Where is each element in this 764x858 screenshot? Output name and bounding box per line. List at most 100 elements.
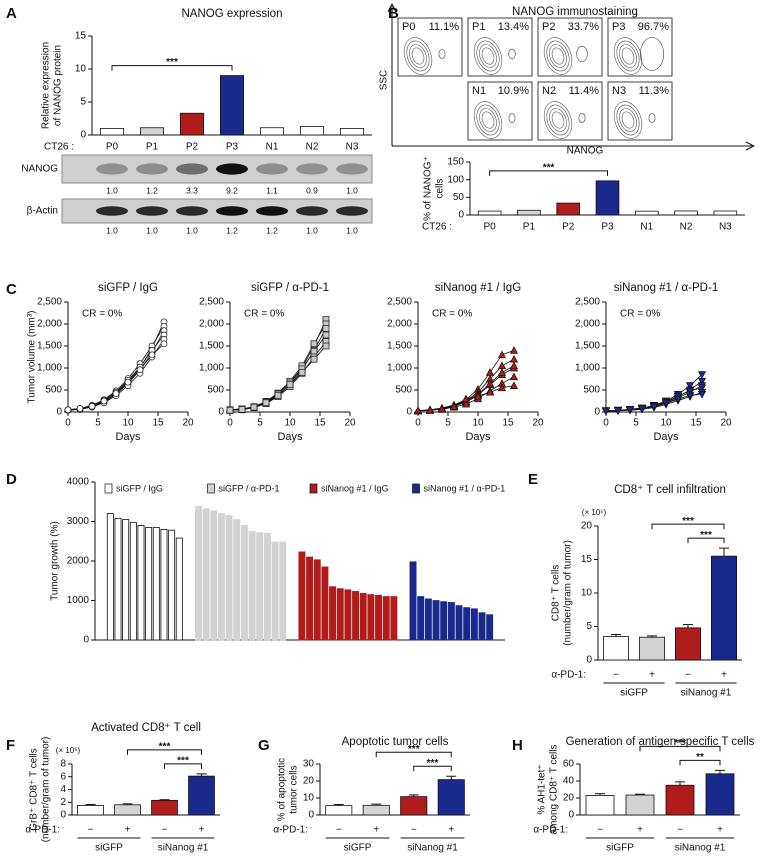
blot-band [296, 206, 328, 216]
group-label: siGFP [95, 843, 123, 854]
marker [425, 406, 435, 414]
x-tick-label: 0 [65, 418, 71, 429]
y-tick-label: 0 [458, 210, 464, 221]
positive-population [508, 48, 516, 60]
y-tick-label: 15 [75, 31, 87, 42]
marker [649, 403, 659, 411]
x-axis-label: Days [277, 431, 303, 443]
y-tick-label: 50 [453, 192, 465, 203]
marker [250, 403, 258, 411]
y-tick-label: 1,000 [37, 363, 62, 374]
panel-letter: E [528, 471, 538, 488]
bar [639, 636, 666, 661]
blot-value: 1.0 [186, 225, 198, 235]
marker [437, 404, 447, 413]
x-prefix: CT26 : [422, 222, 452, 233]
x-tick-label: 15 [502, 418, 514, 429]
chart-title: CD8⁺ T cell infiltration [614, 484, 726, 496]
group-label: siGFP [620, 688, 648, 699]
marker [661, 399, 671, 408]
contour [616, 104, 640, 136]
annotation: CR = 0% [244, 309, 284, 320]
y-axis-label: Relative expression [41, 42, 52, 129]
y-axis-label: among CD8⁺ T cells [549, 745, 560, 835]
bar [603, 636, 630, 661]
x-tick-label: 0 [415, 418, 421, 429]
contour [406, 40, 430, 72]
bar [160, 529, 168, 641]
annotation: CR = 0% [82, 309, 122, 320]
marker [322, 331, 330, 339]
y-axis-label: of NANOG protein [53, 45, 64, 126]
y-tick-label: 2,500 [387, 297, 412, 308]
blot-band [96, 163, 128, 175]
group-label: siGFP [606, 843, 634, 854]
bar [359, 592, 367, 641]
blot-value: 0.9 [306, 185, 318, 195]
contour [481, 47, 495, 65]
positive-population [508, 113, 516, 123]
blot-value: 1.0 [346, 185, 358, 195]
treatment-value: − [336, 825, 342, 836]
marker [124, 378, 132, 386]
blot-band [96, 206, 128, 216]
blot-band [336, 163, 368, 175]
y-axis-label: SSC [379, 70, 390, 91]
bar [344, 589, 352, 641]
blot-value: 1.0 [346, 225, 358, 235]
bar [256, 532, 264, 641]
y-axis-label: Tumor volume (mm³) [27, 311, 38, 404]
blot-band [336, 206, 368, 216]
x-tick-label: 0 [603, 418, 609, 429]
blot-band [176, 163, 208, 175]
bar [585, 795, 615, 816]
bar [336, 588, 344, 641]
bar [179, 112, 204, 136]
x-axis-label: Days [653, 431, 679, 443]
y-tick-label: 500 [395, 385, 412, 396]
plot-label: P3 [612, 21, 625, 33]
contour [549, 108, 567, 132]
y-tick-label: 20 [303, 776, 315, 787]
y-tick-label: 1,500 [37, 341, 62, 352]
panel-letter: D [6, 471, 17, 488]
y-axis-label: (number/gram of tumor) [563, 540, 574, 646]
bar [400, 796, 428, 816]
marker [413, 406, 423, 415]
marker [685, 387, 695, 396]
treatment-value: − [677, 825, 683, 836]
treatment-label: α-PD-1: [25, 825, 60, 836]
panel-letter: H [512, 737, 523, 754]
plot-label: N3 [612, 85, 626, 97]
blot-value: 1.2 [266, 225, 278, 235]
y-tick-label: 0 [568, 810, 574, 821]
blot-band [136, 206, 168, 216]
x-tick-label: N3 [346, 142, 359, 153]
bar [595, 180, 620, 216]
bar [122, 519, 130, 641]
legend-label: siNanog #1 / IgG [321, 483, 389, 493]
bar [248, 530, 256, 641]
blot-value: 1.2 [146, 185, 158, 195]
marker [310, 355, 318, 363]
treatment-value: − [685, 670, 691, 681]
contour [551, 47, 565, 65]
marker [322, 342, 330, 350]
x-tick-label: 20 [344, 418, 356, 429]
treatment-value: + [448, 825, 454, 836]
x-tick-label: P3 [601, 222, 614, 233]
y-tick-label: 0 [308, 810, 314, 821]
bar [210, 510, 218, 641]
marker [497, 361, 507, 370]
marker [461, 394, 471, 403]
flow-plot [537, 17, 603, 77]
y-tick-label: 1,500 [199, 341, 224, 352]
treatment-value: − [88, 825, 94, 836]
marker [509, 381, 519, 389]
marker [697, 391, 707, 399]
significance-bracket [375, 751, 452, 758]
y-tick-label: 0 [218, 407, 224, 418]
significance-label: *** [166, 57, 178, 68]
contour [403, 37, 433, 75]
bar [409, 561, 417, 641]
